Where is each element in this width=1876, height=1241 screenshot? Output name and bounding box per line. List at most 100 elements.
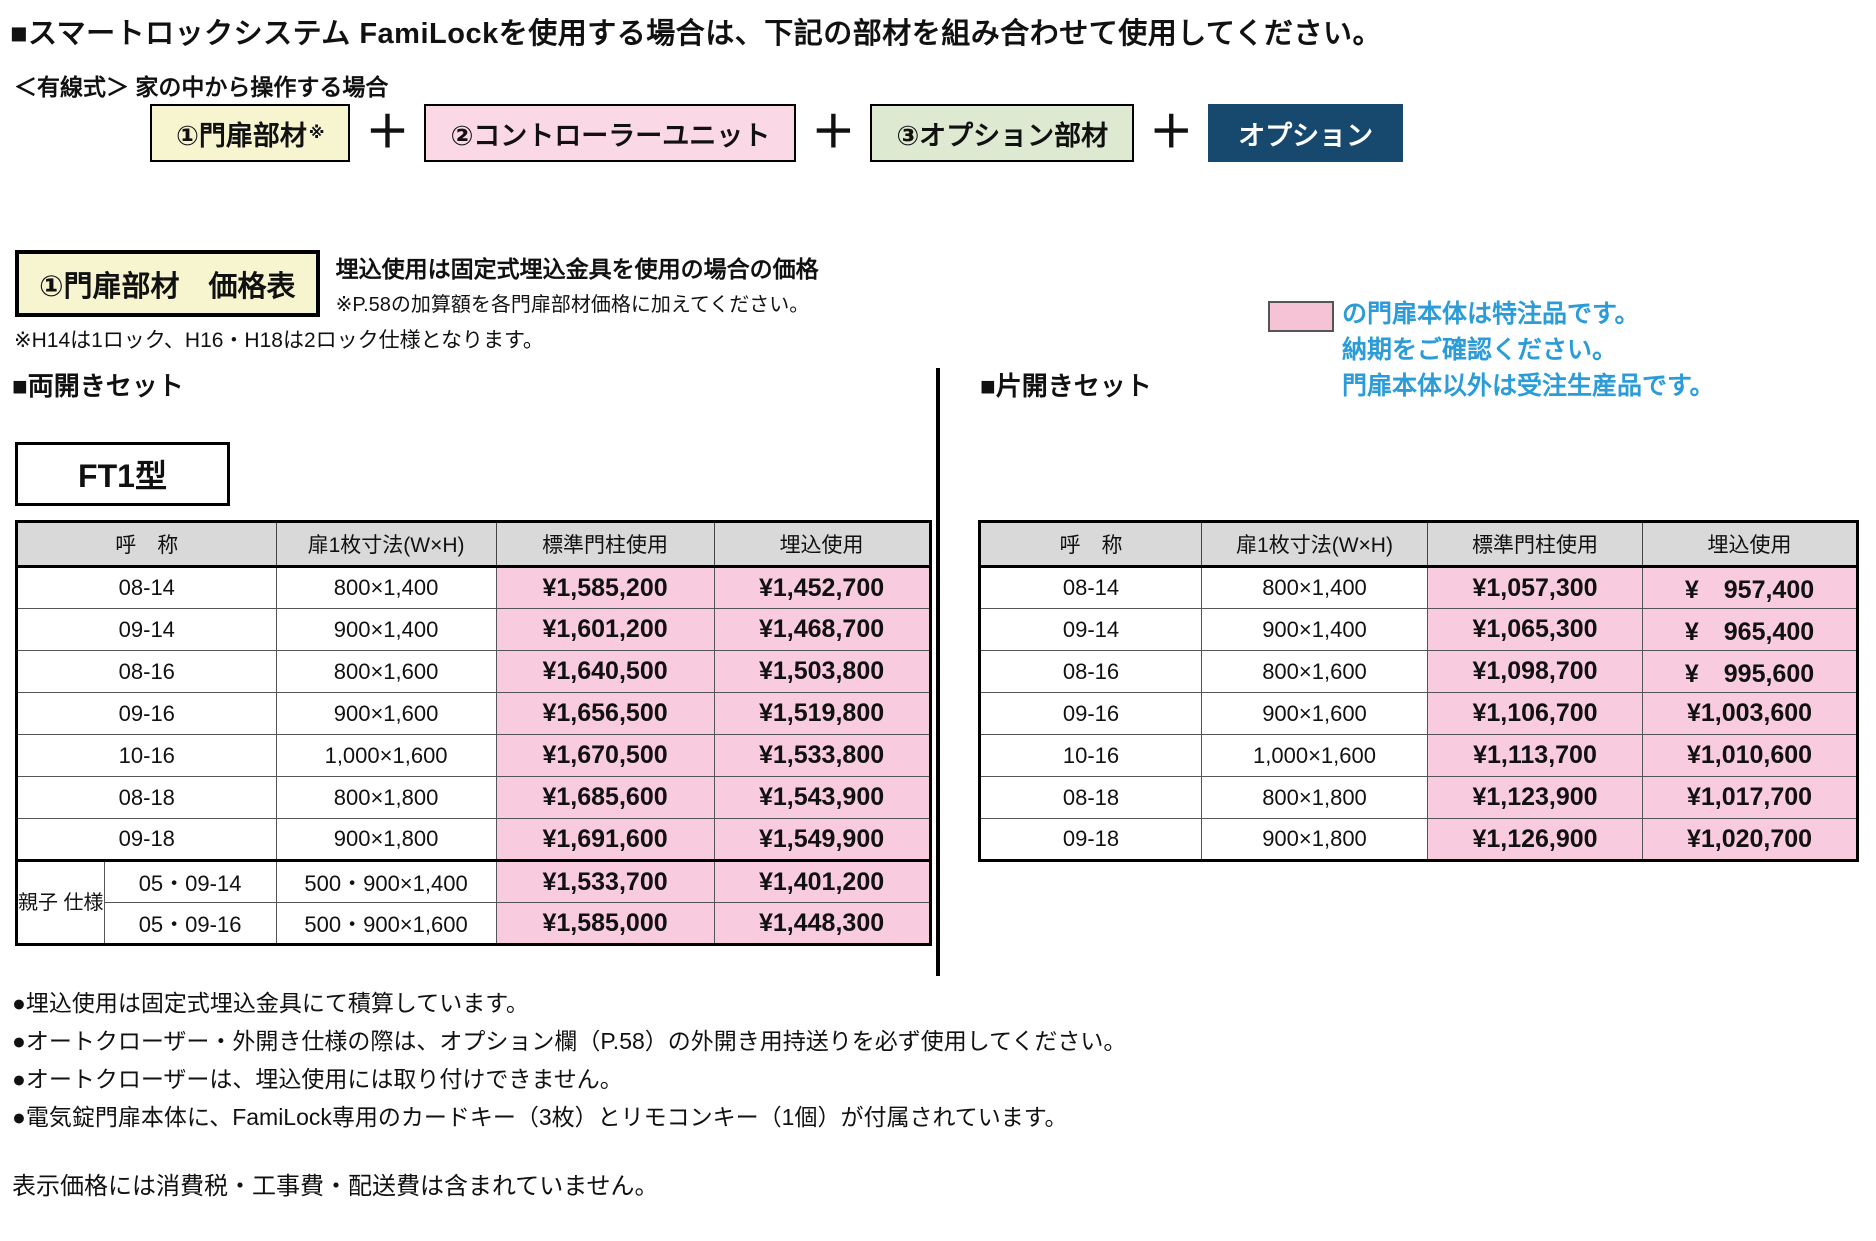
price-table-notes: 埋込使用は固定式埋込金具を使用の場合の価格 ※P.58の加算額を各門扉部材価格に… (336, 250, 819, 317)
door-size: 800×1,800 (1201, 776, 1428, 819)
special-order-line: の門扉本体は特注品です。 (1342, 300, 1640, 328)
standard-price: ¥1,057,300 (1427, 566, 1643, 609)
door-size: 1,000×1,600 (275, 734, 497, 777)
col-header-standard: 標準門柱使用 (495, 521, 715, 568)
door-size: 500・900×1,600 (275, 902, 497, 945)
flush-price: ¥1,010,600 (1642, 734, 1858, 777)
flush-price: ¥1,448,300 (713, 902, 931, 945)
door-size: 900×1,800 (275, 818, 497, 861)
col-header-standard: 標準門柱使用 (1427, 521, 1643, 568)
standard-price: ¥1,106,700 (1427, 692, 1643, 735)
wired-type-label: ＜有線式＞ 家の中から操作する場合 (14, 74, 389, 100)
table-row: 08-18 800×1,800 ¥1,123,900 ¥1,017,700 (979, 776, 1858, 819)
section-divider (936, 368, 940, 976)
size-code: 08-14 (979, 566, 1202, 609)
standard-price: ¥1,065,300 (1427, 608, 1643, 651)
standard-price: ¥1,670,500 (495, 734, 715, 777)
col-header-size: 扉1枚寸法(W×H) (1201, 521, 1428, 568)
price-table-label-block: ①門扉部材 価格表 埋込使用は固定式埋込金具を使用の場合の価格 ※P.58の加算… (15, 250, 819, 317)
table-row: 08-14 800×1,400 ¥1,057,300 ¥ 957,400 (979, 566, 1858, 609)
size-code: 09-18 (16, 818, 277, 861)
double-gate-price-table: 呼 称 扉1枚寸法(W×H) 標準門柱使用 埋込使用 08-14 800×1,4… (15, 520, 932, 946)
standard-price: ¥1,126,900 (1427, 818, 1643, 861)
door-size: 800×1,400 (275, 566, 497, 609)
parent-child-spec-label: 親子 仕様 (16, 859, 105, 945)
footnote-line: ●電気錠門扉本体に、FamiLock専用のカードキー（3枚）とリモコンキー（1個… (12, 1104, 1068, 1130)
table-row: 08-14 800×1,400 ¥1,585,200 ¥1,452,700 (16, 566, 931, 609)
door-size: 800×1,600 (275, 650, 497, 693)
table-row: 09-18 900×1,800 ¥1,691,600 ¥1,549,900 (16, 818, 931, 861)
table-header-row: 呼 称 扉1枚寸法(W×H) 標準門柱使用 埋込使用 (16, 521, 931, 568)
door-size: 900×1,800 (1201, 818, 1428, 861)
size-code: 08-18 (16, 776, 277, 819)
footnotes: ●埋込使用は固定式埋込金具にて積算しています。 ●オートクローザー・外開き仕様の… (12, 984, 1126, 1136)
pink-legend-swatch (1268, 301, 1334, 332)
single-gate-price-table: 呼 称 扉1枚寸法(W×H) 標準門柱使用 埋込使用 08-14 800×1,4… (978, 520, 1859, 862)
size-code: 08-16 (16, 650, 277, 693)
size-code: 10-16 (979, 734, 1202, 777)
gate-parts-label: ①門扉部材 (176, 120, 307, 151)
flush-price: ¥1,468,700 (713, 608, 931, 651)
door-size: 900×1,400 (1201, 608, 1428, 651)
size-code: 10-16 (16, 734, 277, 777)
plus-sign: ＋ (365, 108, 410, 157)
plus-sign: ＋ (1149, 108, 1194, 157)
standard-price: ¥1,533,700 (495, 859, 715, 903)
standard-price: ¥1,585,000 (495, 902, 715, 945)
size-code: 09-16 (16, 692, 277, 735)
standard-price: ¥1,098,700 (1427, 650, 1643, 693)
door-size: 800×1,600 (1201, 650, 1428, 693)
door-size: 900×1,600 (275, 692, 497, 735)
flush-price: ¥1,017,700 (1642, 776, 1858, 819)
size-code: 08-18 (979, 776, 1202, 819)
page-title: ■スマートロックシステム FamiLockを使用する場合は、下記の部材を組み合わ… (10, 18, 1382, 50)
col-header-flush: 埋込使用 (1642, 521, 1858, 568)
footnote-line: ●オートクローザーは、埋込使用には取り付けできません。 (12, 1066, 623, 1092)
size-code: 09-14 (16, 608, 277, 651)
size-code: 08-16 (979, 650, 1202, 693)
door-size: 900×1,600 (1201, 692, 1428, 735)
component-formula: ①門扉部材 ※ ＋ ②コントローラーユニット ＋ ③オプション部材 ＋ オプション (150, 104, 1404, 162)
plus-sign: ＋ (811, 108, 856, 157)
flush-price: ¥1,003,600 (1642, 692, 1858, 735)
flush-price: ¥1,519,800 (713, 692, 931, 735)
option-parts-box: ③オプション部材 (870, 104, 1135, 162)
flush-price: ¥1,401,200 (713, 859, 931, 903)
table-row: 08-18 800×1,800 ¥1,685,600 ¥1,543,900 (16, 776, 931, 819)
model-ft1-box: FT1型 (15, 442, 230, 506)
option-box: オプション (1208, 104, 1404, 162)
standard-price: ¥1,123,900 (1427, 776, 1643, 819)
flush-price: ¥1,020,700 (1642, 818, 1858, 861)
tax-disclaimer: 表示価格には消費税・工事費・配送費は含まれていません。 (12, 1173, 659, 1200)
col-header-flush: 埋込使用 (713, 521, 931, 568)
size-code: 09-18 (979, 818, 1202, 861)
col-header-size: 扉1枚寸法(W×H) (275, 521, 497, 568)
standard-price: ¥1,656,500 (495, 692, 715, 735)
table-row: 09-18 900×1,800 ¥1,126,900 ¥1,020,700 (979, 818, 1858, 861)
footnote-line: ●オートクローザー・外開き仕様の際は、オプション欄（P.58）の外開き用持送りを… (12, 1028, 1127, 1054)
size-code: 08-14 (16, 566, 277, 609)
flush-price: ¥1,452,700 (713, 566, 931, 609)
special-order-line: 門扉本体以外は受注生産品です。 (1342, 372, 1715, 400)
table-row-parent-child: 05・09-16 500・900×1,600 ¥1,585,000 ¥1,448… (17, 902, 931, 945)
table-row: 09-16 900×1,600 ¥1,106,700 ¥1,003,600 (979, 692, 1858, 735)
single-gate-section-heading: ■片開きセット (980, 371, 1152, 401)
special-order-note-text: の門扉本体は特注品です。 納期をご確認ください。 門扉本体以外は受注生産品です。 (1342, 296, 1715, 404)
flush-price: ¥1,533,800 (713, 734, 931, 777)
flush-price-note: 埋込使用は固定式埋込金具を使用の場合の価格 (335, 256, 819, 282)
flush-price: ¥1,543,900 (713, 776, 931, 819)
footnote-line: ●埋込使用は固定式埋込金具にて積算しています。 (12, 990, 529, 1016)
standard-price: ¥1,685,600 (495, 776, 715, 819)
table-header-row: 呼 称 扉1枚寸法(W×H) 標準門柱使用 埋込使用 (979, 521, 1858, 568)
size-code: 05・09-14 (103, 859, 277, 903)
standard-price: ¥1,113,700 (1427, 734, 1643, 777)
col-header-name: 呼 称 (979, 521, 1202, 568)
special-order-note: の門扉本体は特注品です。 納期をご確認ください。 門扉本体以外は受注生産品です。 (1268, 296, 1715, 404)
table-row: 10-16 1,000×1,600 ¥1,670,500 ¥1,533,800 (16, 734, 931, 777)
lock-spec-note: ※H14は1ロック、H16・H18は2ロック仕様となります。 (14, 329, 544, 352)
standard-price: ¥1,640,500 (495, 650, 715, 693)
table-row: 09-14 900×1,400 ¥1,065,300 ¥ 965,400 (979, 608, 1858, 651)
table-row: 08-16 800×1,600 ¥1,098,700 ¥ 995,600 (979, 650, 1858, 693)
door-size: 900×1,400 (275, 608, 497, 651)
col-header-name: 呼 称 (16, 521, 277, 568)
